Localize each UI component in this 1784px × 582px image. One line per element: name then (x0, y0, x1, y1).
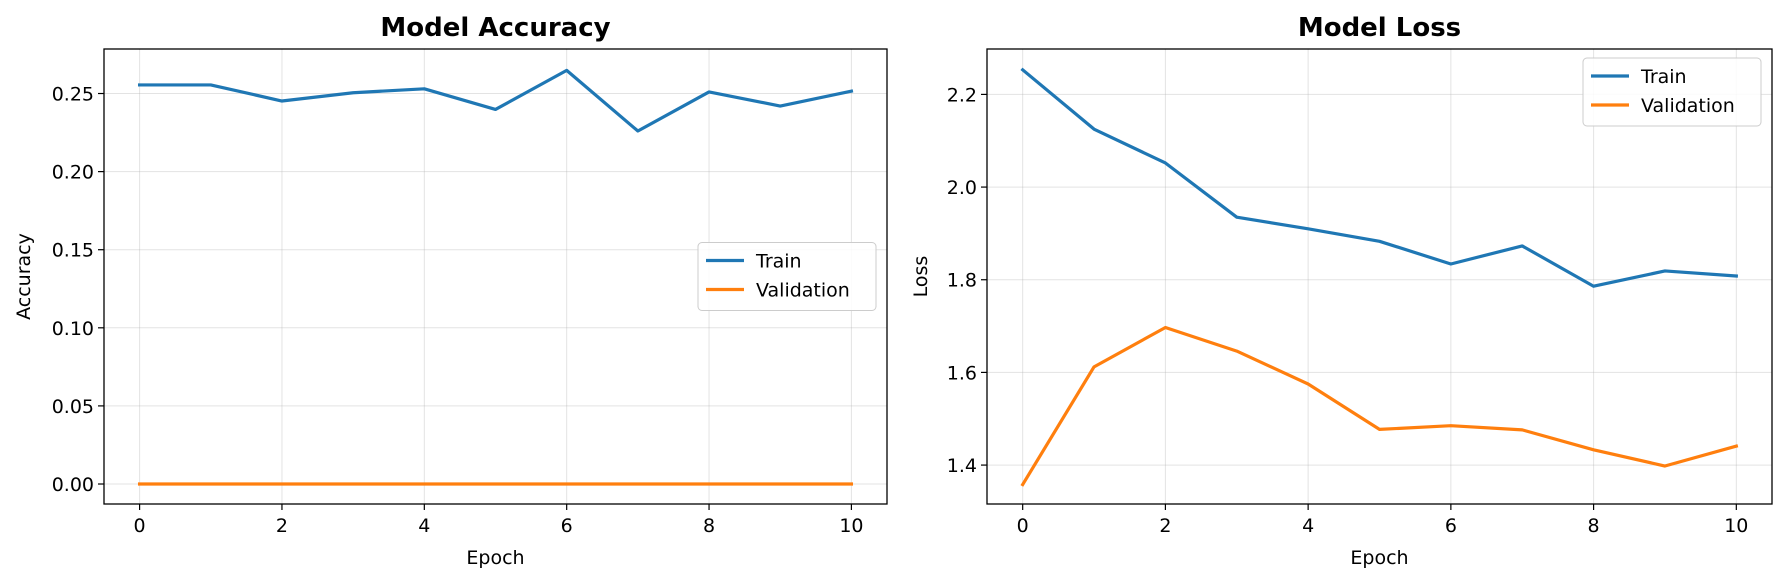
plot-frame (103, 48, 888, 505)
x-tick-label: 10 (1724, 515, 1748, 537)
x-axis-label: Epoch (1350, 547, 1408, 569)
series-line-train (1020, 67, 1739, 288)
y-axis-label: Accuracy (13, 233, 35, 320)
legend-label-train: Train (755, 251, 802, 273)
y-tick-label: 0.15 (52, 240, 94, 262)
x-tick-label: 8 (703, 515, 715, 537)
x-tick-label: 0 (1017, 515, 1029, 537)
y-tick-label: 2.2 (947, 84, 977, 106)
chart-1: 0 2 4 6 8 10 1.4 1.6 1.8 2.0 2.2 Model Loss Epoch Los… (910, 13, 1773, 569)
series-line-train (137, 68, 854, 133)
x-tick-label: 0 (134, 515, 146, 537)
chart-title: Model Loss (1298, 13, 1461, 43)
x-axis-label: Epoch (466, 547, 524, 569)
legend: Train Validation (697, 242, 877, 311)
legend: Train Validation (1582, 57, 1762, 127)
chart-title: Model Accuracy (380, 13, 610, 43)
plot-frame (986, 48, 1773, 505)
legend-label-validation: Validation (756, 280, 850, 302)
y-tick-label: 1.8 (947, 270, 977, 292)
series-line-validation (1020, 325, 1739, 487)
y-tick-label: 0.00 (52, 474, 94, 496)
y-tick-label: 1.6 (947, 362, 977, 384)
y-axis-label: Loss (910, 256, 932, 298)
x-tick-label: 8 (1588, 515, 1600, 537)
chart-0: 0 2 4 6 8 10 0.00 0.05 0.10 0.15 0.20 0.25 Model Acc… (13, 13, 888, 569)
x-tick-label: 6 (1445, 515, 1457, 537)
x-tick-label: 6 (561, 515, 573, 537)
x-tick-label: 2 (1159, 515, 1171, 537)
y-tick-label: 0.20 (52, 162, 94, 184)
x-tick-label: 4 (418, 515, 430, 537)
y-tick-label: 0.10 (52, 318, 94, 340)
x-tick-label: 4 (1302, 515, 1314, 537)
y-tick-label: 0.05 (52, 396, 94, 418)
y-tick-label: 2.0 (947, 177, 977, 199)
x-tick-label: 2 (276, 515, 288, 537)
legend-label-validation: Validation (1641, 95, 1735, 117)
x-tick-label: 10 (839, 515, 863, 537)
legend-label-train: Train (1640, 66, 1687, 88)
y-tick-label: 1.4 (947, 455, 977, 477)
y-tick-label: 0.25 (52, 84, 94, 106)
